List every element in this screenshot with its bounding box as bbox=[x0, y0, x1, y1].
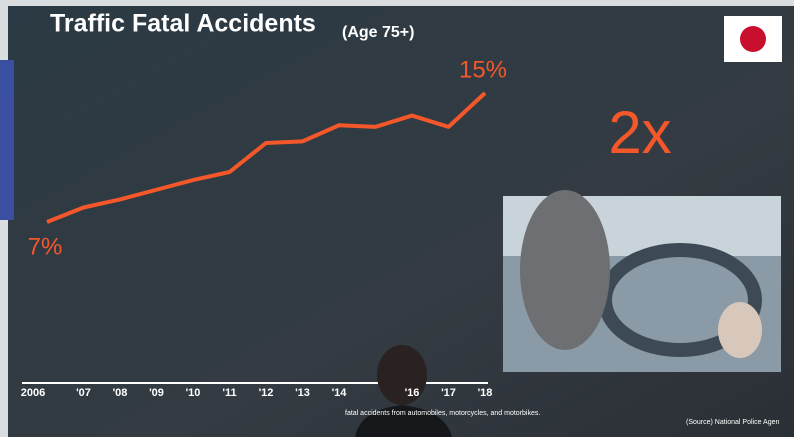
speaker bbox=[355, 345, 452, 437]
speaker-body bbox=[355, 405, 452, 437]
x-tick-label: 2006 bbox=[21, 387, 45, 399]
value-label: 7% bbox=[28, 233, 63, 260]
x-tick-label: '13 bbox=[295, 387, 310, 399]
x-tick-label: '09 bbox=[149, 387, 164, 399]
photo bbox=[503, 190, 781, 372]
x-tick-label: '11 bbox=[222, 387, 236, 399]
flag-sun bbox=[740, 26, 766, 52]
x-tick-label: '12 bbox=[259, 387, 274, 399]
x-tick-label: '16 bbox=[405, 387, 420, 399]
x-tick-label: '17 bbox=[441, 387, 456, 399]
speaker-head bbox=[377, 345, 427, 405]
source: (Source) National Police Agen bbox=[686, 419, 779, 426]
footnote: fatal accidents from automobiles, motorc… bbox=[345, 410, 540, 417]
chart-title: Traffic Fatal Accidents bbox=[50, 10, 316, 38]
data-line bbox=[46, 91, 487, 224]
photo-hand bbox=[718, 302, 762, 358]
x-tick-label: '10 bbox=[186, 387, 201, 399]
x-tick-label: '14 bbox=[332, 387, 348, 399]
x-tick-label: '18 bbox=[478, 387, 493, 399]
x-tick-label: '08 bbox=[113, 387, 128, 399]
flag bbox=[724, 16, 782, 62]
annotation: 2x bbox=[608, 99, 671, 166]
value-label: 15% bbox=[459, 56, 507, 83]
side-light bbox=[0, 60, 14, 220]
chart-subtitle: (Age 75+) bbox=[342, 24, 414, 41]
x-tick-label: '07 bbox=[76, 387, 91, 399]
photo-driver bbox=[520, 190, 610, 350]
